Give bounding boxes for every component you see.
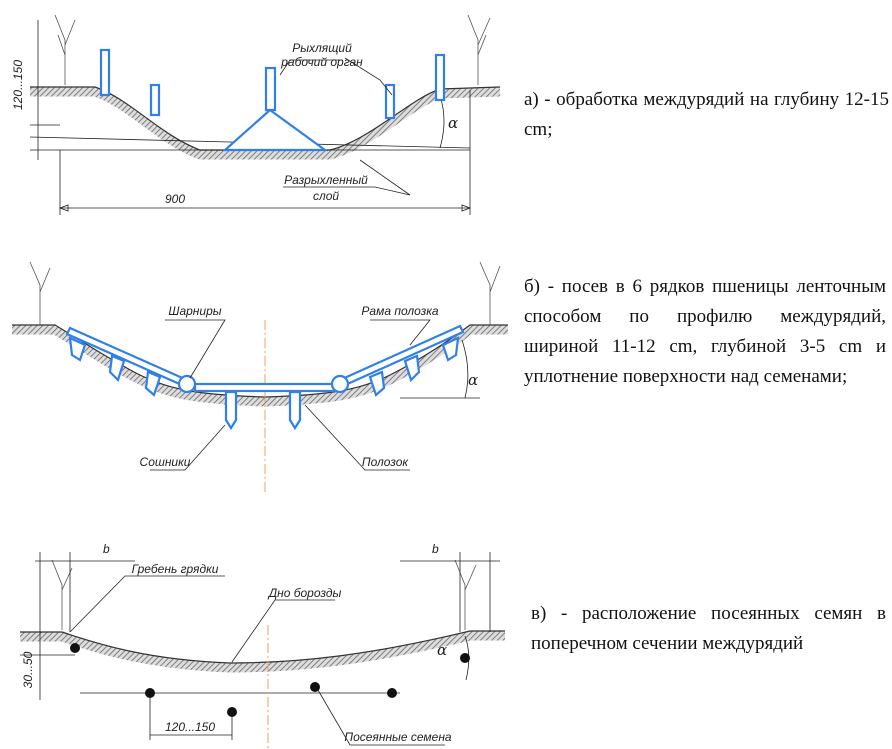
drawing-path: [231, 599, 335, 663]
tool-part: [144, 370, 162, 397]
plant: [51, 559, 73, 630]
drawing-path: [58, 204, 472, 212]
label: 120...150: [165, 720, 215, 734]
drawing-path: [150, 424, 226, 471]
drawing-path: [439, 95, 445, 149]
label: Рыхлящий: [292, 41, 352, 55]
drawing-path: [283, 159, 411, 196]
soil-layer: [30, 87, 501, 160]
drawing-path: [370, 319, 431, 346]
plant: [29, 261, 51, 325]
tool-part: [99, 48, 111, 97]
drawing-circle: [145, 688, 155, 698]
label: Полозок: [362, 455, 410, 469]
drawing-circle: [227, 707, 237, 717]
drawing-path: [20, 630, 505, 664]
caption-a: а) - обработка междурядий на глубину 12-…: [524, 89, 889, 140]
label: 900: [165, 192, 185, 206]
tool-part: [403, 354, 421, 383]
tool-part: [222, 108, 329, 152]
drawing-path: [461, 339, 469, 399]
tool-part: [441, 336, 460, 362]
label: Шарниры: [168, 304, 221, 318]
tool-part: [177, 374, 197, 394]
drawing-circle: [460, 653, 470, 663]
panel-c: b b Гребень грядки Дно борозды 30...50 α…: [20, 542, 505, 749]
label: α: [468, 371, 478, 389]
label: b: [103, 542, 110, 556]
label: слой: [313, 189, 339, 203]
label: Дно борозды: [267, 586, 342, 600]
label: α: [448, 114, 458, 132]
plant: [479, 261, 501, 325]
tool-part: [288, 390, 302, 431]
label: Рама полозка: [361, 304, 438, 318]
caption-b: б) - посев в 6 рядков пшеницы ленточным …: [524, 276, 886, 387]
plant: [454, 559, 477, 630]
label: 120...150: [11, 60, 25, 110]
drawing-path: [165, 319, 226, 379]
drawing-circle: [310, 682, 320, 692]
label: b: [432, 542, 439, 556]
tool-part: [330, 374, 350, 394]
panel-a: 120...150 Рыхлящий рабочий орган α 900 Р…: [11, 14, 501, 215]
tool-part: [108, 354, 126, 383]
caption-c: в) - расположение посеянных семян в попе…: [531, 603, 886, 654]
drawing-path: [69, 575, 225, 633]
tool-part: [68, 336, 87, 362]
tool-part: [434, 53, 446, 102]
tool-part: [384, 83, 396, 120]
plant: [467, 14, 491, 85]
drawing-circle: [70, 643, 80, 653]
tool-part: [224, 390, 238, 431]
drawing-path: [317, 689, 445, 746]
label: Сошники: [140, 455, 191, 469]
drawing-path: [304, 404, 410, 471]
panel-b: Шарниры Рама полозка α Сошники Полозок: [12, 261, 508, 495]
tool-part: [149, 83, 161, 117]
drawing-path: [279, 59, 342, 76]
soil-layer: [20, 631, 505, 673]
tool-part: [193, 382, 337, 393]
label: рабочий орган: [280, 55, 363, 69]
tool-part: [264, 66, 277, 112]
tool-part: [368, 370, 386, 397]
label: Посеянные семена: [344, 730, 452, 744]
label: 30...50: [21, 651, 35, 688]
drawing-path: [344, 57, 393, 96]
label: Гребень грядки: [132, 562, 219, 576]
plant: [54, 14, 76, 85]
drawing-circle: [387, 688, 397, 698]
label: α: [437, 641, 447, 659]
label: Разрыхленный: [284, 173, 368, 187]
